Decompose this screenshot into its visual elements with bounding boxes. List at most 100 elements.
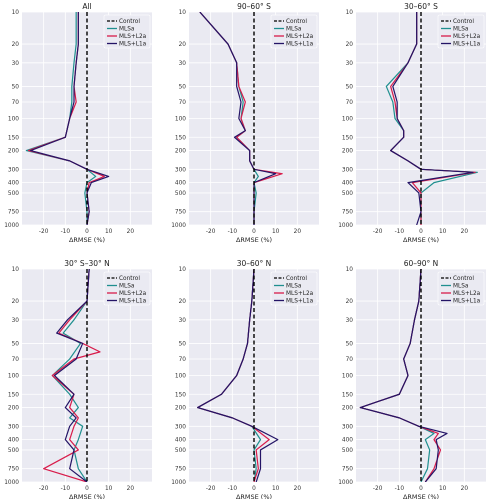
y-tick-label: 20 [179,299,187,305]
y-tick-label: 10 [12,10,20,16]
legend-label: MLS+L1a [119,42,147,48]
legend-label: MLS+L1a [453,299,481,305]
y-tick-label: 20 [346,42,354,48]
y-tick-label: 1000 [171,223,186,229]
x-tick-label: 20 [294,486,302,492]
x-tick-label: -10 [228,229,238,235]
y-tick-label: 400 [8,181,19,187]
y-tick-label: 1000 [171,480,186,486]
y-tick-label: 50 [346,84,354,90]
y-tick-label: 400 [342,438,353,444]
y-tick-label: 100 [342,374,353,380]
y-tick-label: 70 [179,357,187,363]
legend-box [437,271,485,306]
y-tick-label: 200 [342,149,353,155]
series-line-mls-l1a [390,12,474,225]
y-tick-label: 150 [8,392,19,398]
y-tick-labels: 10 20 30 50 70 100 150 200 300 400 500 750 1000 [338,267,353,486]
legend-label: Control [286,19,307,25]
legend-label: MLS+L1a [286,42,314,48]
legend-box [270,271,318,306]
legend-label: MLS+L2a [453,34,481,40]
y-tick-label: 1000 [4,480,19,486]
y-tick-label: 100 [8,117,19,123]
legend-label: MLS+L2a [119,291,147,297]
y-tick-label: 200 [8,149,19,155]
y-tick-label: 10 [346,10,354,16]
y-tick-label: 100 [175,374,186,380]
y-tick-label: 30 [346,61,354,67]
y-tick-label: 70 [12,357,20,363]
y-tick-label: 70 [346,100,354,106]
series-group [359,269,448,482]
y-tick-label: 30 [179,61,187,67]
x-tick-label: 0 [252,486,256,492]
legend-label: Control [286,276,307,282]
y-tick-label: 30 [346,318,354,324]
y-tick-label: 150 [8,135,19,141]
x-axis-label: ΔRMSE (%) [69,493,105,499]
x-tick-label: 20 [127,229,135,235]
y-tick-label: 1000 [338,223,353,229]
y-tick-label: 10 [179,267,187,273]
x-tick-label: 10 [105,486,113,492]
x-tick-label: -20 [206,486,216,492]
x-tick-label: 20 [294,229,302,235]
y-tick-labels: 10 20 30 50 70 100 150 200 300 400 500 750 1000 [4,267,19,486]
x-axis-label: ΔRMSE (%) [236,236,272,244]
x-tick-labels: -20 -10 0 10 20 [39,486,134,492]
y-tick-label: 50 [12,341,20,347]
x-tick-label: -10 [61,229,71,235]
series-line-mls-l1a [359,269,448,482]
legend-label: MLS+L1a [119,299,147,305]
legend-label: MLS+L2a [286,291,314,297]
legend-label: MLS+L2a [453,291,481,297]
y-tick-label: 400 [175,438,186,444]
legend-box [270,14,318,49]
y-tick-label: 100 [8,374,19,380]
legend-label: MLS+L2a [119,34,147,40]
series-line-mlsa [25,12,97,225]
legend-label: Control [119,19,140,25]
x-tick-label: 10 [439,486,447,492]
y-tick-label: 500 [342,191,353,197]
y-tick-label: 20 [179,42,187,48]
x-tick-label: 0 [252,229,256,235]
y-tick-labels: 10 20 30 50 70 100 150 200 300 400 500 750 1000 [171,10,186,229]
y-tick-label: 70 [179,100,187,106]
x-tick-label: 10 [439,229,447,235]
panel-title: 30° S–30° N [64,259,109,268]
x-tick-label: 10 [105,229,113,235]
y-tick-label: 200 [8,406,19,412]
y-tick-label: 150 [175,135,186,141]
y-tick-label: 400 [175,181,186,187]
y-tick-label: 50 [179,341,187,347]
legend-label: MLSa [119,27,135,33]
y-tick-label: 750 [8,210,19,216]
series-group [25,12,110,225]
y-tick-labels: 10 20 30 50 70 100 150 200 300 400 500 750 1000 [4,10,19,229]
y-tick-label: 70 [346,357,354,363]
y-tick-label: 300 [175,424,186,430]
x-tick-label: 20 [461,486,469,492]
legend-label: MLSa [119,284,135,290]
y-tick-label: 30 [12,318,20,324]
series-line-mls-l1a [53,269,90,482]
y-tick-labels: 10 20 30 50 70 100 150 200 300 400 500 750 1000 [338,10,353,229]
x-tick-labels: -20 -10 0 10 20 [206,229,301,235]
y-tick-label: 750 [175,467,186,473]
y-tick-label: 750 [175,210,186,216]
x-tick-labels: -20 -10 0 10 20 [39,229,134,235]
y-tick-label: 50 [346,341,354,347]
y-tick-label: 750 [342,467,353,473]
x-tick-label: -10 [228,486,238,492]
y-tick-label: 10 [12,267,20,273]
y-tick-label: 300 [8,424,19,430]
